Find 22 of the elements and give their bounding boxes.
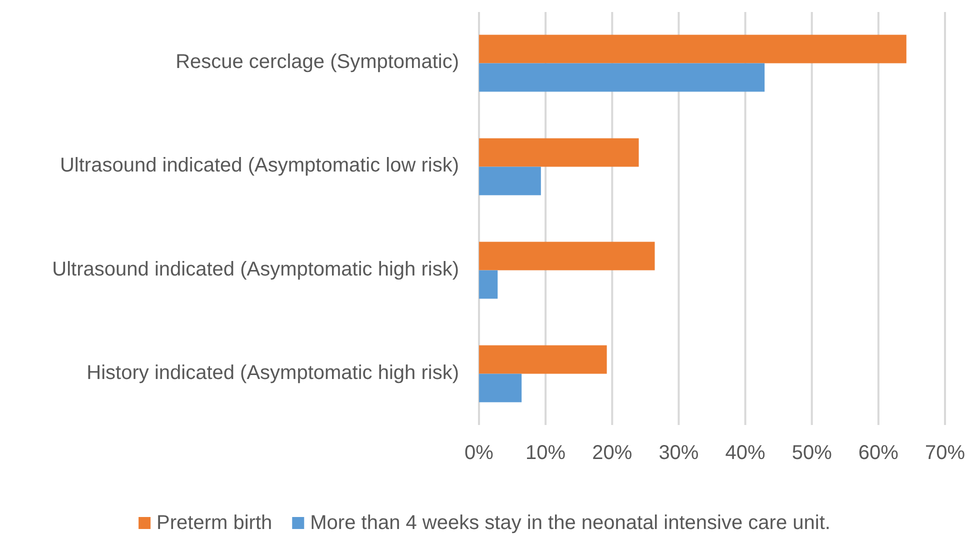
legend-label: Preterm birth xyxy=(156,512,272,534)
legend-label: More than 4 weeks stay in the neonatal intensive care unit. xyxy=(310,512,830,534)
y-tick-label: Ultrasound indicated (Asymptomatic high risk) xyxy=(52,258,459,281)
y-tick-label: Rescue cerclage (Symptomatic) xyxy=(176,52,459,74)
x-tick-label: 0% xyxy=(464,442,494,464)
bar xyxy=(479,270,498,299)
bar xyxy=(479,34,906,64)
bar xyxy=(479,166,541,196)
x-tick-label: 20% xyxy=(592,442,632,464)
x-tick-label: 50% xyxy=(792,442,832,464)
x-tick-label: 70% xyxy=(924,442,966,464)
bar xyxy=(479,138,639,167)
bar xyxy=(479,374,522,402)
bar xyxy=(479,242,655,270)
x-tick-label: 10% xyxy=(526,442,566,464)
y-tick-label: History indicated (Asymptomatic high risk) xyxy=(86,362,459,384)
x-tick-label: 60% xyxy=(858,442,899,464)
x-tick-label: 40% xyxy=(725,442,766,464)
x-tick-label: 30% xyxy=(658,442,699,464)
y-tick-label: Ultrasound indicated (Asymptomatic low risk) xyxy=(60,155,459,178)
bar xyxy=(479,345,607,374)
bar xyxy=(479,63,765,92)
